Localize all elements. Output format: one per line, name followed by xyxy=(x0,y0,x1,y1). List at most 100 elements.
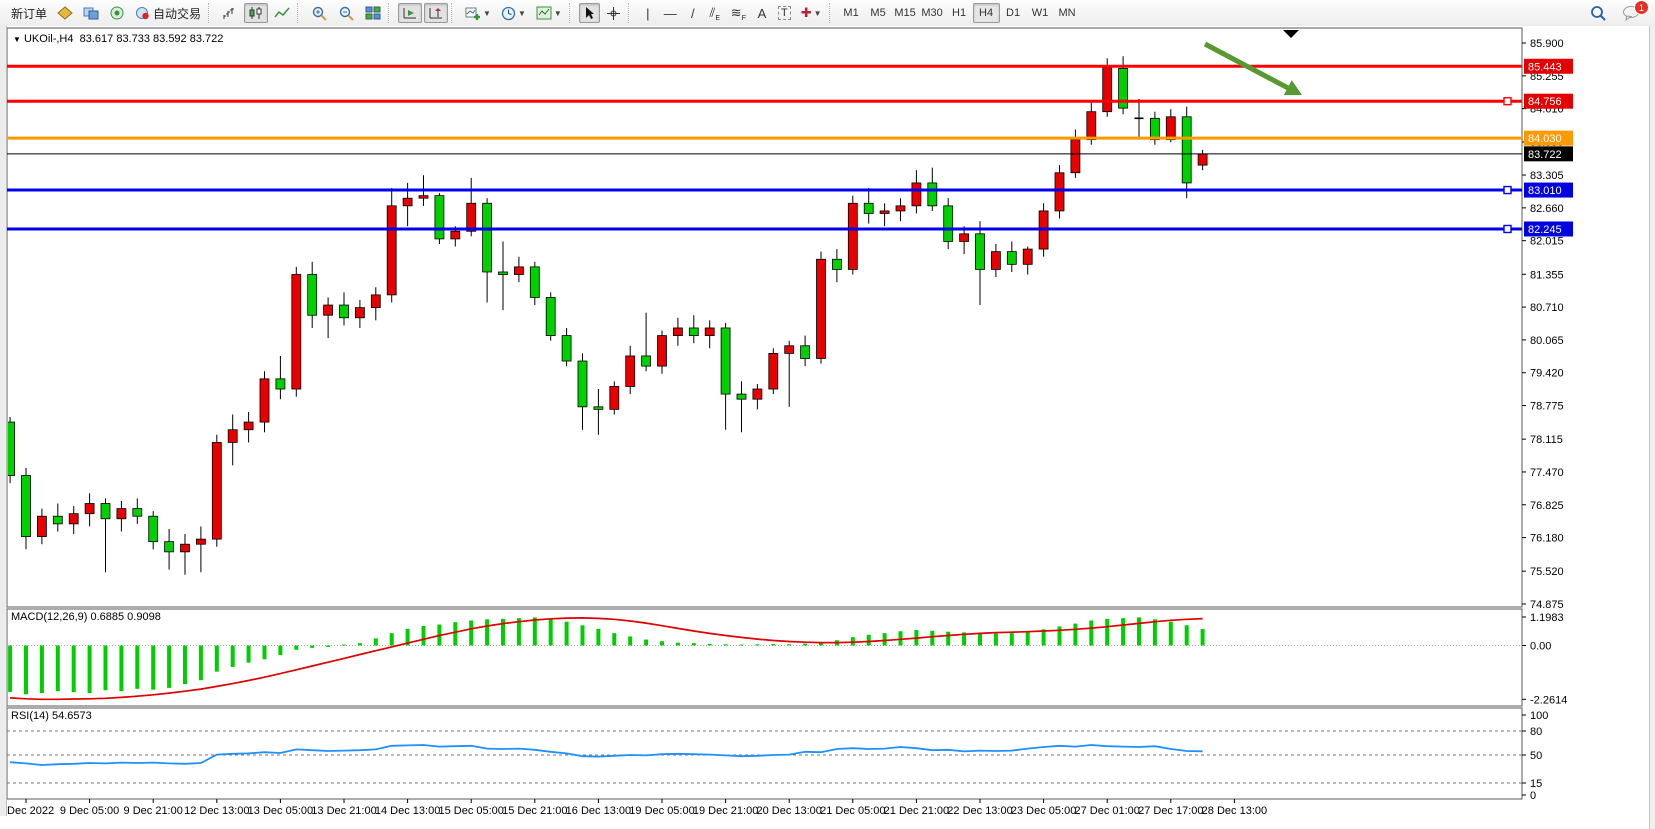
template-icon xyxy=(536,6,552,20)
dropdown-arrow-icon: ▼ xyxy=(813,8,822,18)
window-right-edge[interactable] xyxy=(1649,26,1655,829)
svg-text:78.115: 78.115 xyxy=(1530,434,1563,446)
cursor-button[interactable] xyxy=(578,3,600,23)
timeframe-button-w1[interactable]: W1 xyxy=(1031,7,1049,19)
svg-text:80: 80 xyxy=(1530,726,1542,738)
text-button[interactable]: A xyxy=(752,3,772,23)
svg-text:76.825: 76.825 xyxy=(1530,500,1564,512)
arrows-icon: ✚ xyxy=(800,5,812,20)
text-icon: A xyxy=(757,5,767,21)
auto-trading-icon xyxy=(136,7,149,20)
svg-text:85.255: 85.255 xyxy=(1530,71,1564,83)
svg-text:9 Dec 05:00: 9 Dec 05:00 xyxy=(60,805,119,817)
text-label-icon: T xyxy=(777,6,791,20)
macd-indicator-label: MACD(12,26,9) 0.6885 0.9098 xyxy=(11,611,161,623)
auto-trading-label: 自动交易 xyxy=(153,6,202,21)
svg-text:76.180: 76.180 xyxy=(1530,533,1564,545)
vertical-line-button[interactable]: | xyxy=(638,3,658,23)
notifications-button[interactable]: 1 xyxy=(1618,0,1649,23)
periods-button[interactable]: ▼ xyxy=(497,3,530,23)
charts-profile-icon xyxy=(83,7,99,20)
svg-text:0.00: 0.00 xyxy=(1530,641,1551,653)
new-order-label: 新订单 xyxy=(11,6,48,21)
svg-text:13 Dec 21:00: 13 Dec 21:00 xyxy=(311,805,376,817)
chart-title: ▼ UKOil-,H4 83.617 83.733 83.592 83.722 xyxy=(13,33,223,45)
svg-text:-2.2614: -2.2614 xyxy=(1530,694,1567,706)
timeframe-button-d1[interactable]: D1 xyxy=(1006,7,1021,19)
chart-window: 85.90085.25584.61083.95583.30582.66082.0… xyxy=(0,26,1655,829)
timeframe-button-m30[interactable]: M30 xyxy=(921,7,943,19)
timeframe-button-m1[interactable]: M1 xyxy=(843,7,859,19)
toolbar-separator xyxy=(451,3,458,23)
svg-text:22 Dec 13:00: 22 Dec 13:00 xyxy=(947,805,1012,817)
svg-text:19 Dec 21:00: 19 Dec 21:00 xyxy=(693,805,758,817)
timeframe-button-h1[interactable]: H1 xyxy=(952,7,967,19)
svg-text:74.875: 74.875 xyxy=(1530,599,1564,611)
auto-scroll-button[interactable] xyxy=(398,3,423,23)
toolbar-separator xyxy=(627,3,635,23)
svg-text:84.030: 84.030 xyxy=(1528,133,1562,145)
svg-text:16 Dec 13:00: 16 Dec 13:00 xyxy=(566,805,631,817)
trendline-icon: / xyxy=(690,5,695,21)
tile-windows-button[interactable] xyxy=(361,3,385,23)
trendline-button[interactable]: / xyxy=(683,3,703,23)
line-chart-button[interactable] xyxy=(270,3,294,23)
svg-text:81.355: 81.355 xyxy=(1530,269,1564,281)
svg-text:12 Dec 13:00: 12 Dec 13:00 xyxy=(184,805,249,817)
indicators-add-icon xyxy=(465,7,481,20)
equidistant-channel-button[interactable]: ⫽ E xyxy=(709,5,721,22)
timeframe-button-mn[interactable]: MN xyxy=(1058,7,1076,19)
svg-text:85.443: 85.443 xyxy=(1528,61,1562,73)
svg-text:15 Dec 05:00: 15 Dec 05:00 xyxy=(438,805,503,817)
vertical-line-icon: | xyxy=(646,5,650,21)
fibonacci-button[interactable]: ≋ F xyxy=(730,5,746,22)
svg-text:85.900: 85.900 xyxy=(1530,38,1564,50)
timeframe-button-m5[interactable]: M5 xyxy=(870,7,886,19)
candlestick-chart-button[interactable] xyxy=(244,3,269,23)
svg-text:28 Dec 13:00: 28 Dec 13:00 xyxy=(1202,805,1267,817)
auto-scroll-icon xyxy=(403,8,417,19)
new-order-button[interactable]: 新订单 xyxy=(4,3,51,23)
svg-text:27 Dec 17:00: 27 Dec 17:00 xyxy=(1138,805,1203,817)
svg-text:9 Dec 21:00: 9 Dec 21:00 xyxy=(124,805,183,817)
toolbar-separator xyxy=(208,3,215,23)
zoom-out-button[interactable] xyxy=(334,3,359,23)
arrows-button[interactable]: ✚ ▼ xyxy=(797,3,826,23)
dropdown-arrow-icon: ▼ xyxy=(553,8,562,18)
svg-text:79.420: 79.420 xyxy=(1530,368,1564,380)
profiles-icon[interactable] xyxy=(79,3,103,23)
zoom-in-button[interactable] xyxy=(307,3,332,23)
toolbar-separator xyxy=(828,3,836,23)
timeframe-toolbar: M1 M5 M15 M30 H1 H4 D1 W1 MN xyxy=(838,3,1081,23)
chart-shift-button[interactable] xyxy=(424,3,449,23)
svg-text:83.305: 83.305 xyxy=(1530,170,1564,182)
dropdown-arrow-icon: ▼ xyxy=(517,8,526,18)
zoom-in-icon xyxy=(312,6,327,21)
indicators-button[interactable]: ▼ xyxy=(461,3,495,23)
svg-text:13 Dec 05:00: 13 Dec 05:00 xyxy=(248,805,313,817)
bar-chart-button[interactable] xyxy=(218,3,242,23)
timeframe-button-h4[interactable]: H4 xyxy=(972,3,1000,23)
price-chart[interactable]: 85.90085.25584.61083.95583.30582.66082.0… xyxy=(0,26,1655,829)
auto-trading-button[interactable]: 自动交易 xyxy=(131,3,205,23)
svg-text:80.065: 80.065 xyxy=(1530,335,1564,347)
horizontal-line-button[interactable]: — xyxy=(660,3,681,23)
templates-button[interactable]: ▼ xyxy=(532,3,566,23)
search-icon xyxy=(1591,6,1606,21)
crosshair-button[interactable] xyxy=(602,3,625,23)
tile-windows-icon xyxy=(365,6,381,20)
text-label-button[interactable]: T xyxy=(774,3,795,23)
signal-icon xyxy=(110,6,124,20)
market-watch-icon[interactable] xyxy=(53,3,77,23)
svg-text:75.520: 75.520 xyxy=(1530,566,1564,578)
candlestick-chart-icon xyxy=(249,7,262,19)
crosshair-icon xyxy=(606,6,620,20)
equidistant-channel-icon: ⫽ xyxy=(709,5,716,20)
line-chart-icon xyxy=(274,7,290,18)
chart-symbol-label: UKOil-,H4 xyxy=(23,33,74,45)
svg-text:27 Dec 01:00: 27 Dec 01:00 xyxy=(1074,805,1139,817)
signals-icon[interactable] xyxy=(105,3,129,23)
timeframe-button-m15[interactable]: M15 xyxy=(894,7,916,19)
chart-shift-icon xyxy=(429,8,443,19)
search-button[interactable] xyxy=(1586,3,1611,23)
